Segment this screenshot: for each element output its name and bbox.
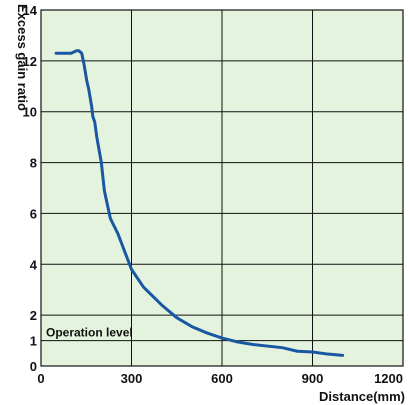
y-tick-label-6: 10 — [23, 105, 37, 120]
x-tick-label-2: 600 — [211, 371, 233, 386]
y-tick-label-3: 4 — [30, 257, 38, 272]
y-tick-label-4: 6 — [30, 206, 37, 221]
x-tick-label-0: 0 — [37, 371, 44, 386]
plot-border — [40, 9, 404, 367]
y-tick-label-8: 14 — [23, 3, 38, 18]
y-tick-label-1: 1 — [30, 334, 37, 349]
y-tick-label-7: 12 — [23, 54, 37, 69]
x-tick-label-4: 1200 — [374, 371, 403, 386]
x-axis-label: Distance(mm) — [319, 389, 405, 404]
y-axis-label: Excess gain ratio — [15, 4, 30, 111]
x-tick-label-1: 300 — [121, 371, 143, 386]
x-tick-label-3: 900 — [302, 371, 324, 386]
x-tick-labels: 0 300 600 900 1200 — [37, 371, 403, 386]
series-line — [54, 49, 345, 357]
y-tick-label-5: 8 — [30, 156, 37, 171]
grid-lines — [41, 10, 403, 366]
y-tick-label-0: 0 — [30, 359, 37, 374]
y-tick-label-2: 2 — [30, 308, 37, 323]
operation-level-annotation: Operation level — [46, 326, 133, 340]
